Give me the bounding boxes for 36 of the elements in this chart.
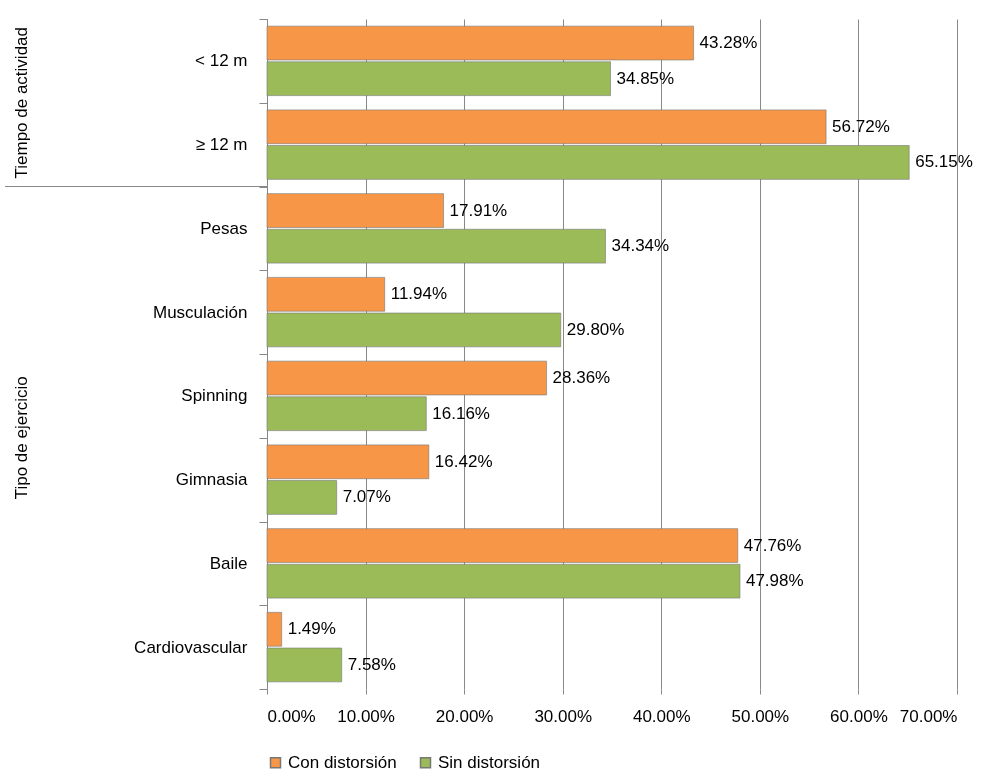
text: Tipo de ejercicio xyxy=(12,376,31,500)
y-tick-label: < 12 m xyxy=(195,51,248,71)
y-tick-label: Gimnasia xyxy=(175,470,249,490)
text: Tiempo de actividad xyxy=(12,26,31,179)
legend-label: Con distorsión xyxy=(288,752,397,772)
data-label: 11.94% xyxy=(390,284,448,304)
y-tick-label: Pesas xyxy=(200,218,248,238)
y-tick-label: Musculación xyxy=(153,302,248,322)
data-label: 17.91% xyxy=(449,200,508,220)
data-label: 28.36% xyxy=(552,368,611,388)
y-tick-label: Spinning xyxy=(181,386,248,406)
data-label: 34.34% xyxy=(611,236,670,256)
data-label: 1.49% xyxy=(287,619,336,639)
legend-label: Sin distorsión xyxy=(438,752,541,772)
data-label: 16.16% xyxy=(432,403,490,423)
data-label: 65.15% xyxy=(915,152,973,172)
data-label: 47.98% xyxy=(745,571,804,591)
data-label: 34.85% xyxy=(616,68,675,88)
x-tick-label: 70.00% xyxy=(899,706,958,726)
x-tick-label: 50.00% xyxy=(731,706,790,726)
y-tick-label: Cardiovascular xyxy=(134,637,248,657)
x-tick-label: 0.00% xyxy=(267,706,316,726)
x-tick-label: 60.00% xyxy=(830,706,888,726)
y-tick-label: Baile xyxy=(209,553,248,573)
data-label: 16.42% xyxy=(434,451,493,471)
x-tick-label: 40.00% xyxy=(632,706,691,726)
x-tick-label: 20.00% xyxy=(435,706,494,726)
data-label: 43.28% xyxy=(699,33,758,53)
y-tick-label: ≥ 12 m xyxy=(195,135,248,155)
x-tick-label: 10.00% xyxy=(337,706,395,726)
data-label: 29.80% xyxy=(566,319,625,339)
data-label: 7.58% xyxy=(347,654,396,674)
x-tick-label: 30.00% xyxy=(534,706,593,726)
data-label: 56.72% xyxy=(832,116,890,136)
data-label: 7.07% xyxy=(342,487,391,507)
data-label: 47.76% xyxy=(743,535,802,555)
